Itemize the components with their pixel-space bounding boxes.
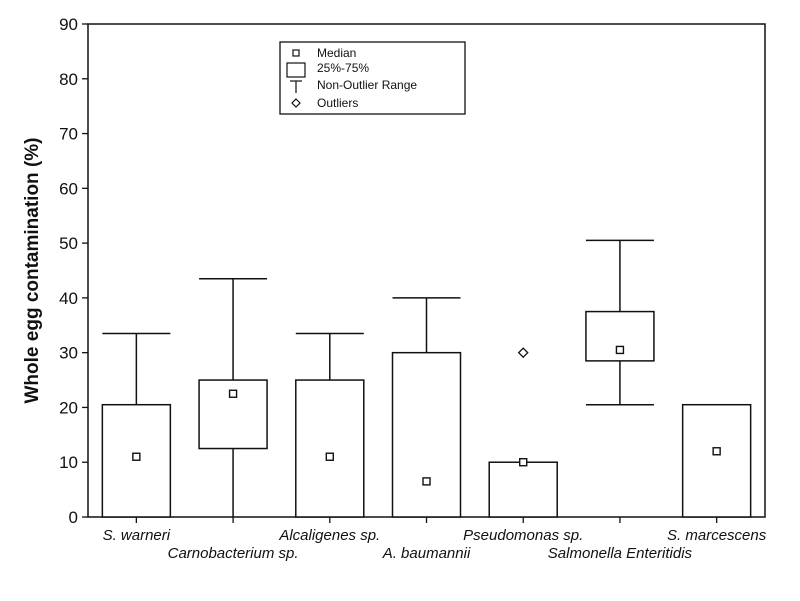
y-tick-label: 0	[69, 508, 78, 527]
iqr-box	[488, 461, 558, 518]
legend-iqr-label: 25%-75%	[317, 61, 369, 75]
box-group	[488, 347, 558, 518]
median-marker	[519, 458, 528, 467]
y-tick-label: 90	[59, 15, 78, 34]
boxes	[101, 239, 752, 518]
median-marker	[422, 477, 431, 486]
labels: 0 10 20 30 40 50 60 70 80 90 Whole egg contaminati…	[22, 15, 767, 562]
legend-median-icon	[292, 49, 300, 57]
legend-range-label: Non-Outlier Range	[317, 78, 417, 92]
y-tick-label: 20	[59, 398, 78, 417]
median-marker	[228, 389, 238, 398]
box-group	[391, 297, 462, 518]
iqr-box	[391, 351, 462, 518]
legend-box	[279, 41, 466, 115]
median-marker	[132, 452, 141, 461]
median-marker	[325, 452, 334, 461]
legend-median-label: Median	[317, 46, 356, 60]
box-group	[198, 277, 268, 517]
y-tick-label: 40	[59, 289, 78, 308]
box-group	[585, 239, 655, 406]
x-tick-label: Salmonella Enteritidis	[548, 545, 693, 562]
x-tick-label: A. baumannii	[382, 545, 471, 562]
y-axis-title: Whole egg contamination (%)	[22, 138, 43, 404]
median-marker	[615, 345, 625, 355]
legend-outlier-label: Outliers	[317, 96, 358, 110]
iqr-box	[681, 403, 752, 518]
x-tick-label: Alcaligenes sp.	[278, 527, 380, 544]
y-tick-label: 60	[59, 179, 78, 198]
y-tick-label: 30	[59, 344, 78, 363]
y-tick-label: 50	[59, 234, 78, 253]
box-group	[681, 403, 752, 518]
iqr-box	[295, 379, 365, 518]
x-tick-label: Carnobacterium sp.	[168, 545, 299, 562]
y-tick-label: 80	[59, 70, 78, 89]
legend-outlier-icon	[291, 98, 301, 108]
x-tick-label: S. warneri	[103, 527, 171, 544]
y-tick-label: 10	[59, 453, 78, 472]
box-group	[295, 332, 365, 518]
box-group	[101, 332, 172, 518]
legend-box-icon	[286, 62, 306, 78]
x-tick-label: S. marcescens	[667, 527, 767, 544]
x-tick-label: Pseudomonas sp.	[463, 527, 583, 544]
y-tick-label: 70	[59, 125, 78, 144]
median-marker	[712, 447, 721, 456]
outlier-marker	[517, 347, 529, 359]
